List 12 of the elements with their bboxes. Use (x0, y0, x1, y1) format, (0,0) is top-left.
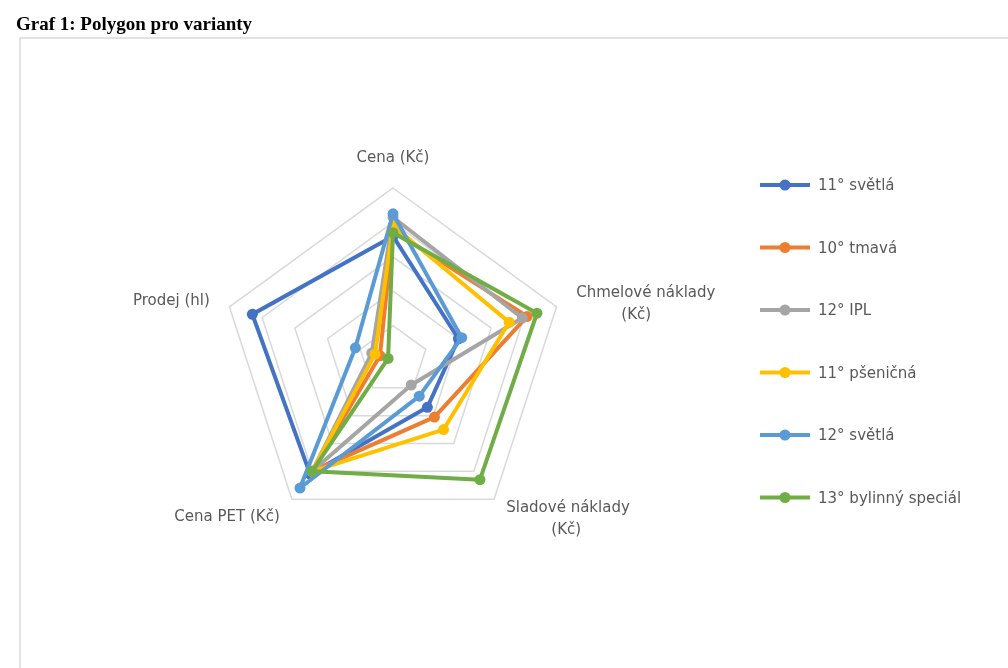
spoke-label: Prodej (hl) (132, 291, 210, 310)
legend-label: 10° tmavá (818, 238, 898, 257)
spoke-label: Cena PET (Kč) (174, 506, 280, 525)
legend-label: 11° světlá (818, 176, 895, 194)
spoke-label: Cena (Kč) (356, 148, 430, 167)
chart-title: Graf 1: Polygon pro varianty (16, 13, 253, 34)
legend-label: 11° pšeničná (818, 363, 917, 382)
spoke-label: Sladové náklady (Kč) (506, 498, 630, 539)
legend-label: 12° světlá (818, 426, 895, 444)
legend-label: 13° bylinný speciál (818, 488, 962, 507)
spoke-label: Chmelové náklady (Kč) (576, 282, 716, 323)
legend-label: 12° IPL (818, 301, 872, 319)
